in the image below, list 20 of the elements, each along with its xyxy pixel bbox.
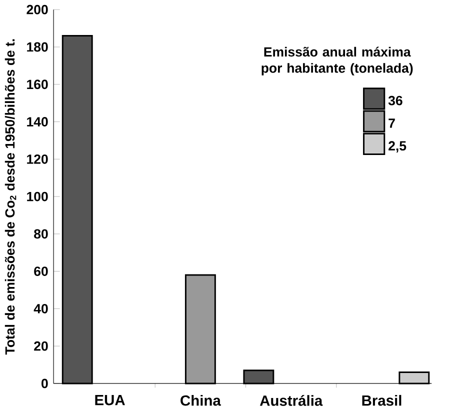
x-tick-label: Brasil — [362, 395, 402, 406]
y-tick-label: 140 — [27, 117, 48, 127]
y-tick-label: 100 — [27, 192, 48, 202]
y-axis-title: Total de emissões de Co$_{2}$ desde 1950/bilhões de t. — [4, 39, 16, 355]
y-tick-label: 160 — [27, 80, 48, 90]
y-tick-label: 20 — [34, 341, 48, 351]
x-tick-label: Austrália — [260, 395, 323, 406]
legend-title: Emissão anual máxima por habitante (tonelada) — [262, 46, 413, 76]
y-tick-label: 180 — [27, 42, 48, 52]
legend-label: 2,5 — [388, 141, 406, 153]
x-tick-label: EUA — [95, 395, 125, 406]
y-tick-label: 40 — [34, 304, 48, 314]
x-tick-label: China — [180, 395, 222, 406]
y-tick-label: 80 — [34, 229, 48, 239]
legend-label: 7 — [388, 118, 395, 128]
legend-label: 36 — [388, 96, 402, 106]
y-tick-label: 200 — [26, 5, 48, 14]
y-tick-label: 60 — [34, 266, 48, 276]
y-tick-label: 0 — [42, 378, 48, 388]
y-tick-label: 120 — [27, 154, 48, 164]
